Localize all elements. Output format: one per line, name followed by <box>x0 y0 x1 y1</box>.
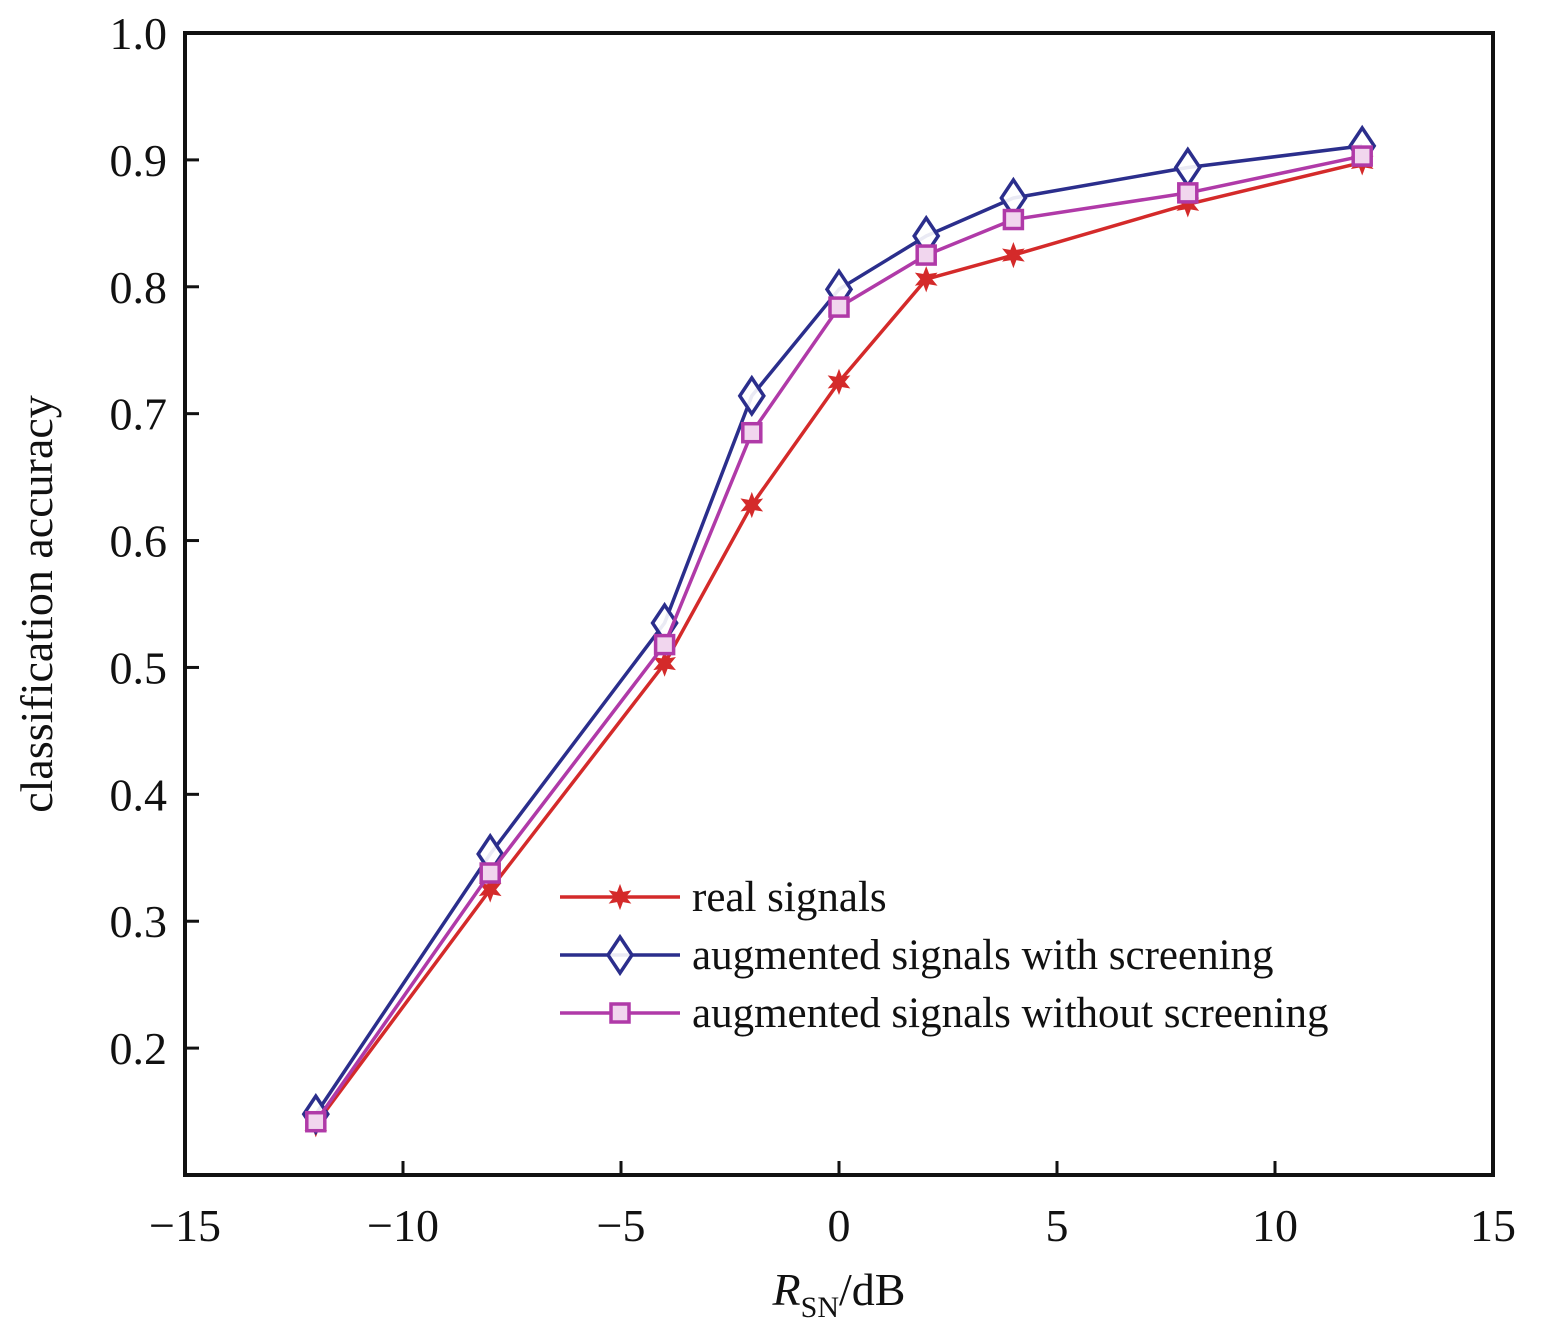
data-point <box>1002 241 1025 269</box>
legend-marker <box>609 1002 631 1024</box>
data-point <box>828 296 850 318</box>
y-tick-label: 1.0 <box>110 8 168 59</box>
x-axis-title: RSN/dB <box>772 1264 906 1324</box>
x-axis-title-subscript: SN <box>801 1291 839 1324</box>
data-point <box>653 633 676 656</box>
x-axis-title-variable: R <box>772 1264 801 1315</box>
legend-marker <box>605 933 635 977</box>
y-tick-label: 0.8 <box>110 262 168 313</box>
x-tick-label: 15 <box>1470 1200 1516 1251</box>
legend-label: real signals <box>692 874 887 921</box>
x-tick-label: 10 <box>1252 1200 1298 1251</box>
data-point <box>305 1110 327 1133</box>
legend-label: augmented signals without screening <box>692 990 1329 1037</box>
data-point <box>915 244 937 266</box>
y-tick-label: 0.5 <box>110 642 168 693</box>
x-axis-title-unit: /dB <box>839 1264 905 1315</box>
data-point <box>827 368 851 396</box>
y-tick-label: 0.6 <box>110 516 168 567</box>
data-point <box>1173 146 1202 189</box>
legend-marker <box>608 883 632 911</box>
data-point <box>740 491 764 519</box>
y-tick-label: 0.7 <box>110 389 168 440</box>
data-point <box>479 862 501 884</box>
x-tick-label: −10 <box>367 1200 439 1251</box>
data-point <box>1177 182 1199 204</box>
y-tick-label: 0.3 <box>110 896 168 947</box>
data-point <box>1351 145 1373 167</box>
data-point <box>741 421 763 444</box>
series-3 <box>305 145 1373 1133</box>
series-2 <box>301 124 1377 1136</box>
y-tick-label: 0.4 <box>110 769 168 820</box>
x-tick-label: −15 <box>149 1200 221 1251</box>
x-tick-label: 5 <box>1046 1200 1069 1251</box>
y-tick-label: 0.2 <box>110 1023 168 1074</box>
data-point <box>737 374 766 418</box>
legend-label: augmented signals with screening <box>692 932 1274 979</box>
data-point <box>914 266 938 293</box>
x-tick-label: −5 <box>597 1200 646 1251</box>
y-tick-label: 0.9 <box>110 135 168 186</box>
legend: real signals augmented signals with scree… <box>560 874 1329 1037</box>
x-tick-label: 0 <box>828 1200 851 1251</box>
data-point <box>1002 208 1025 231</box>
y-axis-title: classification accuracy <box>11 395 62 813</box>
